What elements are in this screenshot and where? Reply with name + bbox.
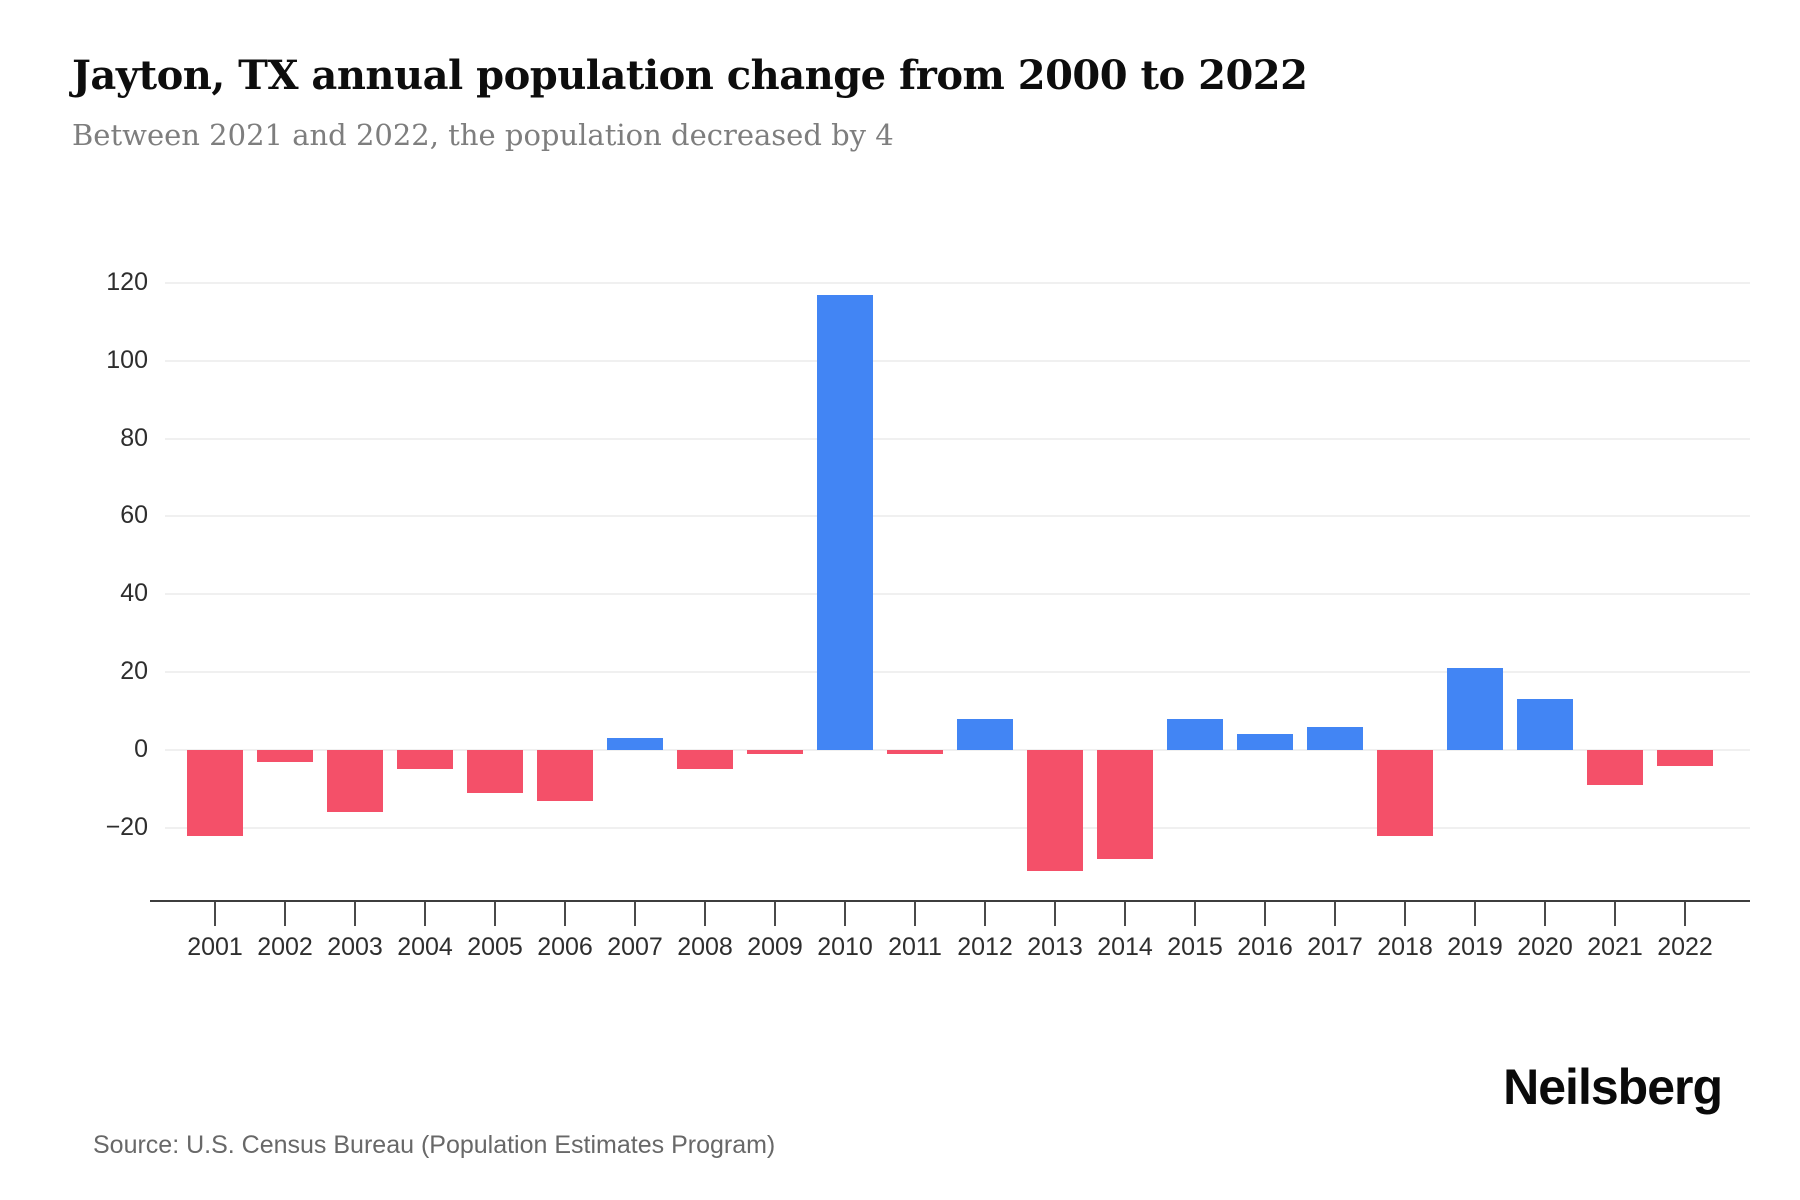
x-axis-tick-2022 <box>1684 902 1686 926</box>
x-axis-tick-2013 <box>1054 902 1056 926</box>
y-axis-label-100: 100 <box>106 345 148 374</box>
x-axis-label-2015: 2015 <box>1167 933 1223 961</box>
y-axis-label-60: 60 <box>120 501 148 530</box>
bar-2014[interactable] <box>1097 750 1153 859</box>
x-axis-tick-2011 <box>914 902 916 926</box>
bar-2016[interactable] <box>1237 734 1293 750</box>
x-axis-tick-2003 <box>354 902 356 926</box>
bar-2011[interactable] <box>887 750 943 754</box>
y-axis-label-20: 20 <box>120 657 148 686</box>
bar-2005[interactable] <box>467 750 523 793</box>
x-axis-label-2002: 2002 <box>257 933 313 961</box>
x-axis-tick-2002 <box>284 902 286 926</box>
y-axis-label-120: 120 <box>106 267 148 296</box>
x-axis-label-2022: 2022 <box>1657 933 1713 961</box>
x-axis-label-2003: 2003 <box>327 933 383 961</box>
x-axis-tick-2012 <box>984 902 986 926</box>
x-axis-tick-2014 <box>1124 902 1126 926</box>
bar-2007[interactable] <box>607 738 663 750</box>
x-axis-label-2012: 2012 <box>957 933 1013 961</box>
bar-2013[interactable] <box>1027 750 1083 871</box>
x-axis-tick-2016 <box>1264 902 1266 926</box>
x-axis-label-2006: 2006 <box>537 933 593 961</box>
y-axis-label-40: 40 <box>120 579 148 608</box>
bar-2001[interactable] <box>187 750 243 836</box>
page-title: Jayton, TX annual population change from… <box>72 52 1308 99</box>
bar-2021[interactable] <box>1587 750 1643 786</box>
x-axis-label-2005: 2005 <box>467 933 523 961</box>
x-axis-label-2009: 2009 <box>747 933 803 961</box>
y-axis-label--20: −20 <box>105 812 148 841</box>
gridline-0 <box>165 749 1750 751</box>
gridline-80 <box>165 437 1750 440</box>
x-axis-tick-2005 <box>494 902 496 926</box>
bar-2019[interactable] <box>1447 668 1503 750</box>
x-axis-tick-2001 <box>214 902 216 926</box>
x-axis-tick-2008 <box>704 902 706 926</box>
bar-2012[interactable] <box>957 718 1013 750</box>
x-axis-label-2001: 2001 <box>187 933 243 961</box>
x-axis-label-2011: 2011 <box>888 933 942 961</box>
bar-2010[interactable] <box>817 294 873 750</box>
bar-2006[interactable] <box>537 750 593 801</box>
gridline-60 <box>165 515 1750 518</box>
bar-2008[interactable] <box>677 750 733 770</box>
x-axis-tick-2004 <box>424 902 426 926</box>
bar-2017[interactable] <box>1307 726 1363 750</box>
x-axis-label-2013: 2013 <box>1027 933 1083 961</box>
x-axis-tick-2007 <box>634 902 636 926</box>
x-axis-label-2018: 2018 <box>1377 933 1433 961</box>
x-axis-line <box>150 900 1750 902</box>
bar-2015[interactable] <box>1167 718 1223 750</box>
x-axis-tick-2010 <box>844 902 846 926</box>
gridline-40 <box>165 593 1750 596</box>
x-axis-label-2021: 2021 <box>1587 933 1643 961</box>
x-axis-tick-2017 <box>1334 902 1336 926</box>
x-axis-label-2004: 2004 <box>397 933 453 961</box>
x-axis-tick-2020 <box>1544 902 1546 926</box>
x-axis-label-2017: 2017 <box>1307 933 1363 961</box>
x-axis-label-2007: 2007 <box>607 933 663 961</box>
x-axis-label-2008: 2008 <box>677 933 733 961</box>
bar-2002[interactable] <box>257 750 313 762</box>
x-axis-tick-2018 <box>1404 902 1406 926</box>
gridline--20 <box>165 826 1750 829</box>
source-text: Source: U.S. Census Bureau (Population E… <box>93 1131 776 1159</box>
x-axis-tick-2021 <box>1614 902 1616 926</box>
bar-2004[interactable] <box>397 750 453 770</box>
gridline-20 <box>165 671 1750 674</box>
y-axis-label-0: 0 <box>134 735 148 763</box>
page-subtitle: Between 2021 and 2022, the population de… <box>72 118 894 152</box>
y-axis-label-80: 80 <box>120 423 148 452</box>
bar-2009[interactable] <box>747 750 803 754</box>
gridline-100 <box>165 359 1750 362</box>
x-axis-label-2010: 2010 <box>817 933 873 961</box>
x-axis-label-2014: 2014 <box>1097 933 1153 961</box>
brand-logo[interactable]: Neilsberg <box>1503 1059 1723 1115</box>
x-axis-tick-2006 <box>564 902 566 926</box>
x-axis-tick-2015 <box>1194 902 1196 926</box>
x-axis-label-2016: 2016 <box>1237 933 1293 961</box>
x-axis-label-2019: 2019 <box>1447 933 1503 961</box>
bar-2003[interactable] <box>327 750 383 813</box>
gridline-120 <box>165 281 1750 284</box>
bar-2018[interactable] <box>1377 750 1433 836</box>
bar-2022[interactable] <box>1657 750 1713 766</box>
bar-2020[interactable] <box>1517 699 1573 750</box>
x-axis-tick-2019 <box>1474 902 1476 926</box>
x-axis-label-2020: 2020 <box>1517 933 1573 961</box>
x-axis-tick-2009 <box>774 902 776 926</box>
